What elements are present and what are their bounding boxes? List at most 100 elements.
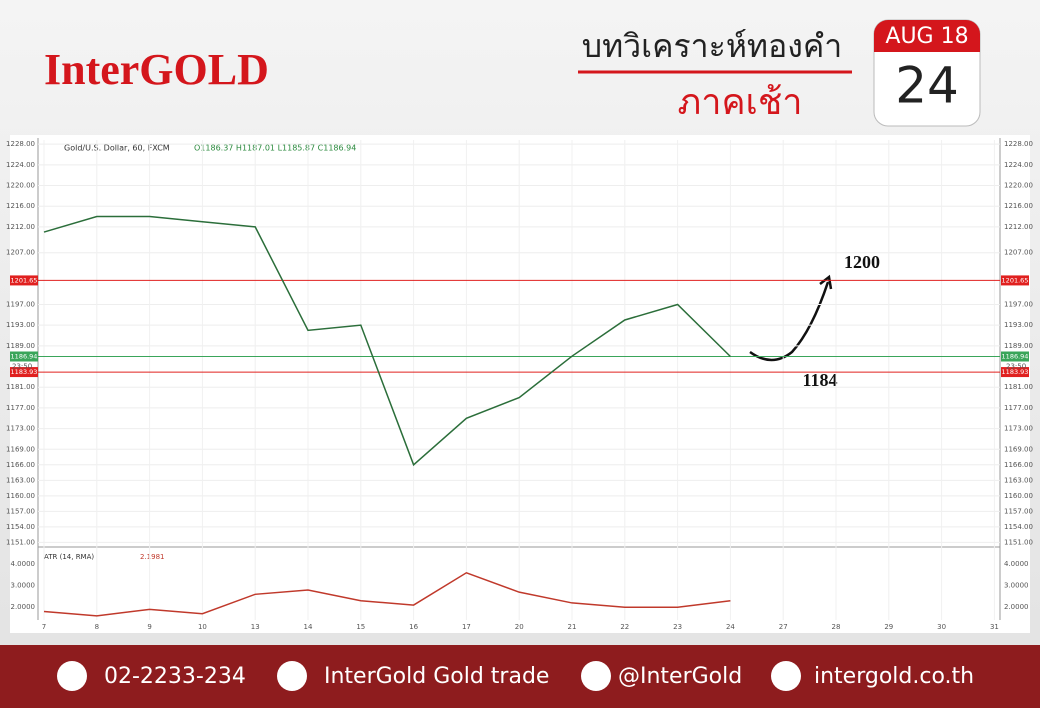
y-tick-label: 1157.00 [6, 507, 35, 515]
x-tick-label: 27 [779, 623, 788, 631]
title: บทวิเคราะห์ทองคำ [582, 27, 842, 65]
level-tag [10, 275, 38, 286]
y-tick-label: 1220.00 [1004, 182, 1033, 190]
facebook-icon [277, 661, 307, 691]
level-tag [10, 367, 38, 378]
x-tick-label: 17 [462, 623, 471, 631]
x-tick-label: 14 [304, 623, 313, 631]
annotation: 1184 [802, 370, 837, 390]
annotation: 1200 [844, 252, 880, 272]
y-tick-label: 1177.00 [6, 404, 35, 412]
x-tick-label: 30 [937, 623, 946, 631]
y-tick-label: 4.0000 [11, 560, 36, 568]
x-tick-label: 15 [356, 623, 365, 631]
x-tick-label: 31 [990, 623, 999, 631]
y-tick-label: 1216.00 [1004, 202, 1033, 210]
line-id: @InterGold [618, 664, 742, 689]
y-tick-label: 1224.00 [1004, 161, 1033, 169]
brand: InterGOLD [44, 45, 269, 94]
website: intergold.co.th [814, 664, 974, 689]
x-tick-label: 20 [515, 623, 524, 631]
y-tick-label: 1163.00 [1004, 476, 1033, 484]
y-tick-label: 1189.00 [1004, 342, 1033, 350]
atr-title: ATR (14, RMA) [44, 553, 94, 561]
y-tick-label: 1193.00 [6, 321, 35, 329]
arrowhead [819, 274, 833, 290]
line-icon [581, 661, 611, 691]
y-tick-label: 1163.00 [6, 476, 35, 484]
level-tag [1001, 367, 1029, 378]
y-tick-label: 1173.00 [1004, 425, 1033, 433]
x-tick-label: 9 [147, 623, 151, 631]
y-tick-label: 1207.00 [6, 249, 35, 257]
level-label: 1183.93 [11, 368, 38, 376]
level-label: 1186.94 [1002, 352, 1029, 360]
y-tick-label: 1197.00 [6, 300, 35, 308]
y-tick-label: 1173.00 [6, 425, 35, 433]
time-label: 23:50 [1006, 362, 1026, 370]
atr-last: 2.1981 [140, 553, 165, 561]
series-line [43, 215, 731, 467]
level-label: 1183.93 [1002, 368, 1029, 376]
calendar-top [874, 20, 980, 52]
y-tick-label: 1154.00 [6, 523, 35, 531]
session: ภาคเช้า [678, 82, 803, 123]
y-tick-label: 1151.00 [1004, 538, 1033, 546]
level-tag [10, 351, 38, 362]
x-tick-label: 16 [409, 623, 418, 631]
calendar-month: AUG 18 [885, 24, 968, 49]
footer [0, 645, 1040, 708]
y-tick-label: 1151.00 [6, 538, 35, 546]
level-tag [1001, 351, 1029, 362]
level-tag [1001, 275, 1029, 286]
facebook: InterGold Gold trade [324, 664, 549, 689]
y-tick-label: 1169.00 [6, 445, 35, 453]
x-tick-label: 29 [884, 623, 893, 631]
y-tick-label: 1228.00 [6, 140, 35, 148]
y-tick-label: 3.0000 [11, 582, 36, 590]
y-tick-label: 1207.00 [1004, 249, 1033, 257]
y-tick-label: 1181.00 [6, 383, 35, 391]
y-tick-label: 1160.00 [6, 492, 35, 500]
y-tick-label: 1177.00 [1004, 404, 1033, 412]
y-tick-label: 2.0000 [11, 603, 36, 611]
y-tick-label: 1189.00 [6, 342, 35, 350]
y-tick-label: 1216.00 [6, 202, 35, 210]
web-icon [771, 661, 801, 691]
y-tick-label: 1220.00 [6, 182, 35, 190]
y-tick-label: 1228.00 [1004, 140, 1033, 148]
x-tick-label: 28 [832, 623, 841, 631]
x-tick-label: 13 [251, 623, 260, 631]
y-tick-label: 2.0000 [1004, 603, 1029, 611]
level-label: 1201.65 [11, 276, 38, 284]
x-tick-label: 23 [673, 623, 682, 631]
y-tick-label: 1169.00 [1004, 445, 1033, 453]
x-tick-label: 8 [95, 623, 99, 631]
x-tick-label: 21 [568, 623, 577, 631]
x-tick-label: 24 [726, 623, 735, 631]
forecast-arrow [749, 281, 830, 362]
y-tick-label: 1181.00 [1004, 383, 1033, 391]
y-tick-label: 4.0000 [1004, 560, 1029, 568]
y-tick-label: 1197.00 [1004, 300, 1033, 308]
level-label: 1201.65 [1002, 276, 1029, 284]
chart-panel [10, 135, 1030, 633]
calendar-day: 24 [895, 57, 959, 115]
x-tick-label: 22 [620, 623, 629, 631]
y-tick-label: 1224.00 [6, 161, 35, 169]
y-tick-label: 1166.00 [6, 461, 35, 469]
y-tick-label: 1193.00 [1004, 321, 1033, 329]
y-tick-label: 1166.00 [1004, 461, 1033, 469]
y-tick-label: 1154.00 [1004, 523, 1033, 531]
x-tick-label: 10 [198, 623, 207, 631]
phone: 02-2233-234 [104, 664, 246, 689]
y-tick-label: 1160.00 [1004, 492, 1033, 500]
y-tick-label: 1157.00 [1004, 507, 1033, 515]
series-line [43, 571, 731, 617]
level-label: 1186.94 [11, 352, 38, 360]
y-tick-label: 3.0000 [1004, 582, 1029, 590]
y-tick-label: 1212.00 [6, 223, 35, 231]
x-tick-label: 7 [42, 623, 46, 631]
